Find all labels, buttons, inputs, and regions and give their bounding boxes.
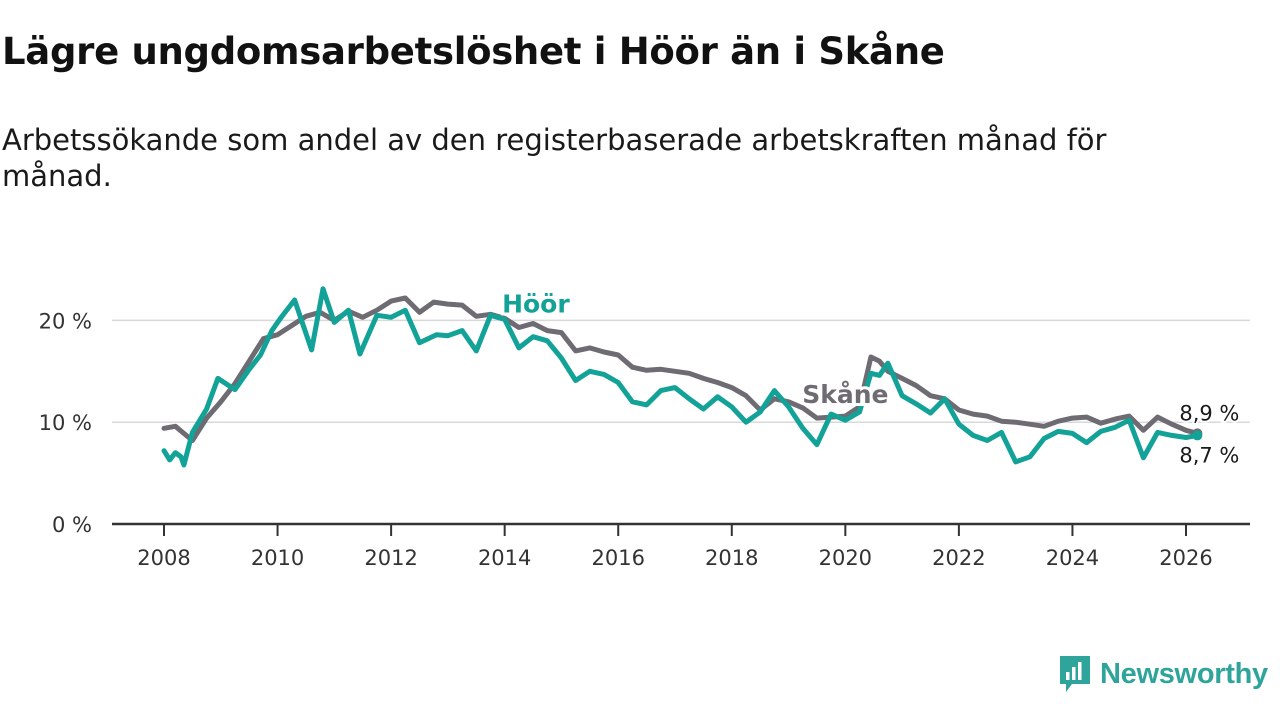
x-tick-label: 2010 [251, 546, 304, 570]
series-labels: Höör Skåne 8,9 % 8,7 % [499, 286, 1241, 469]
x-tick-label: 2018 [705, 546, 758, 570]
newsworthy-logo: Newsworthy [1058, 654, 1268, 694]
x-tick-label: 2022 [932, 546, 985, 570]
x-axis: 2008 2010 2012 2014 2016 2018 2020 2022 2024 2026 [112, 522, 1250, 570]
series-name-label: Skåne [802, 380, 888, 409]
chart-title: Lägre ungdomsarbetslöshet i Höör än i Sk… [2, 30, 945, 73]
newsworthy-logo-text: Newsworthy [1100, 657, 1268, 690]
gridlines: 0 % 10 % 20 % [39, 309, 1250, 537]
y-tick-label: 0 % [52, 513, 92, 537]
x-tick-label: 2026 [1159, 546, 1212, 570]
end-value-label: 8,7 % [1179, 443, 1239, 467]
newsworthy-logo-icon [1060, 656, 1090, 692]
y-tick-label: 10 % [39, 411, 92, 435]
x-tick-label: 2008 [137, 546, 190, 570]
series-name-label: Höör [502, 289, 570, 318]
series-lines [161, 286, 1203, 468]
series-end-marker [1192, 430, 1203, 441]
chart-subtitle: Arbetssökande som andel av den registerb… [2, 123, 1107, 193]
x-tick-label: 2012 [364, 546, 417, 570]
y-tick-label: 20 % [39, 309, 92, 333]
end-value-label: 8,9 % [1179, 401, 1239, 425]
series-line-höör [161, 286, 1200, 468]
x-tick-label: 2024 [1046, 546, 1099, 570]
x-tick-label: 2016 [591, 546, 644, 570]
x-tick-label: 2014 [478, 546, 531, 570]
x-tick-label: 2020 [819, 546, 872, 570]
